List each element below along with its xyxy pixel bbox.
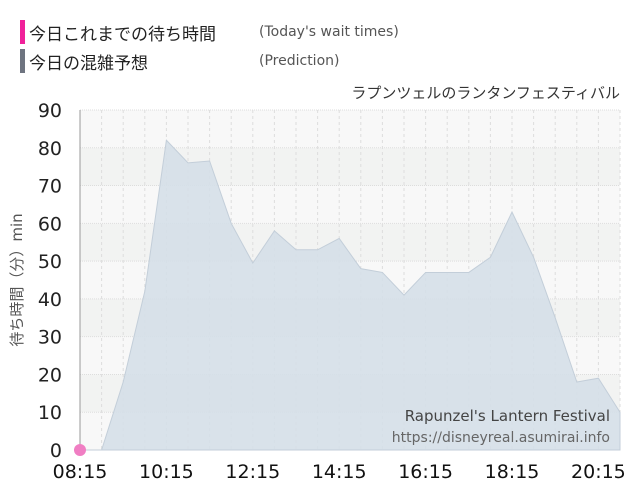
y-tick-label: 10 [38,402,62,424]
x-tick-label: 20:15 [571,461,626,483]
prediction-area [80,139,621,451]
y-tick-label: 50 [38,251,62,273]
y-axis-label: 待ち時間（分）min [8,213,26,346]
y-tick-label: 80 [38,138,62,160]
watermark-text: https://disneyreal.asumirai.info [392,430,610,446]
grid-band [80,110,620,148]
legend-label-ja: 今日の混雑予想 [29,53,148,74]
legend-prediction: 今日の混雑予想 (Prediction) [20,49,340,74]
x-tick-label: 14:15 [312,461,367,483]
x-tick-label: 10:15 [139,461,194,483]
legend-swatch-prediction [20,49,25,73]
today-point [74,444,86,456]
y-tick-label: 70 [38,176,62,198]
legend-swatch-today [20,20,25,44]
legend-label-ja: 今日これまでの待ち時間 [29,24,216,45]
y-tick-label: 0 [50,440,62,462]
y-tick-label: 40 [38,289,62,311]
x-tick-label: 16:15 [398,461,453,483]
watermark-text: Rapunzel's Lantern Festival [405,407,610,425]
y-tick-label: 90 [38,100,62,122]
legend-today: 今日これまでの待ち時間 (Today's wait times) [20,20,399,45]
x-tick-label: 08:15 [53,461,108,483]
y-tick-label: 30 [38,327,62,349]
y-tick-label: 20 [38,364,62,386]
x-tick-label: 12:15 [225,461,280,483]
legend-label-en: (Today's wait times) [259,24,399,40]
y-tick-label: 60 [38,213,62,235]
legend-label-en: (Prediction) [259,53,340,69]
chart-title: ラプンツェルのランタンフェスティバル [351,84,620,102]
x-tick-label: 18:15 [485,461,540,483]
